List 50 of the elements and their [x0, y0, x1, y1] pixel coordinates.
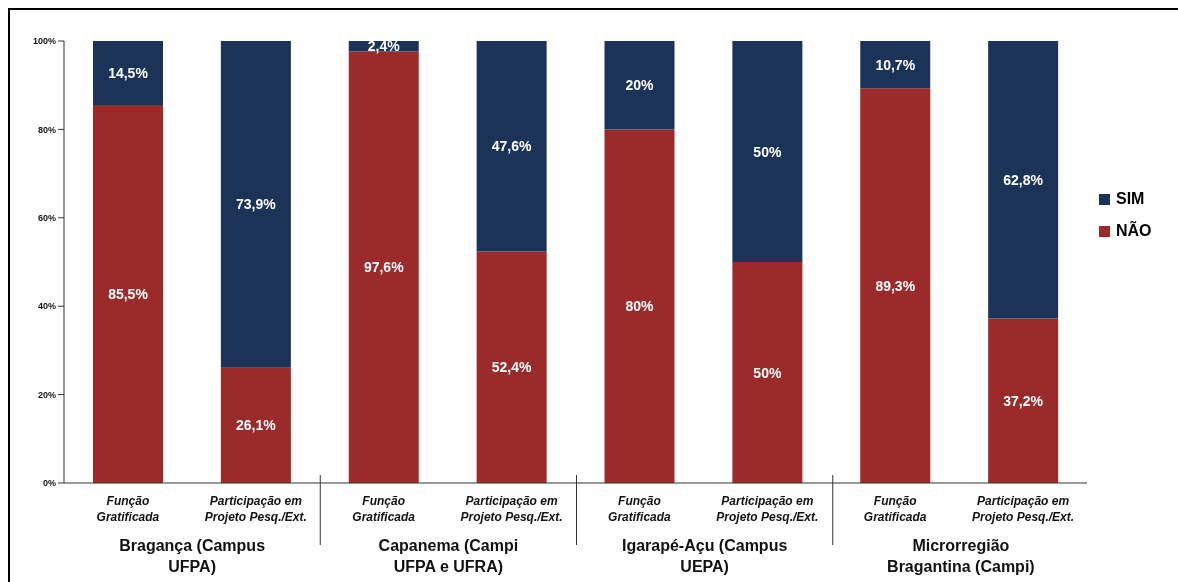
bar — [732, 262, 803, 483]
y-tick-label: 0% — [42, 478, 56, 489]
data-label: 52,4% — [491, 359, 533, 376]
bar — [604, 129, 675, 483]
data-label: 47,6% — [491, 138, 533, 155]
x-tick-label: Participação em Projeto Pesq./Ext. — [460, 494, 563, 524]
data-label: 85,5% — [108, 286, 149, 303]
bar — [93, 41, 163, 106]
text: Igarapé-Açu (Campus UEPA) — [621, 537, 788, 575]
x-tick-label: Função Gratificada — [352, 494, 416, 524]
data-label: 62,8% — [1003, 171, 1044, 188]
data-label: 26,1% — [236, 417, 277, 434]
bar — [732, 41, 803, 262]
y-tick-label: 100% — [32, 36, 56, 47]
bar — [988, 41, 1059, 319]
x-tick-label: Função Gratificada — [96, 494, 160, 524]
data-label: 50% — [753, 364, 782, 381]
text: Capanema (Campi UFPA e UFRA) — [378, 537, 519, 575]
y-tick-label: 80% — [37, 124, 56, 135]
bar — [476, 41, 547, 252]
bar — [476, 251, 547, 483]
bar — [220, 367, 291, 483]
bar — [220, 41, 291, 368]
legend-label: SIM — [1116, 190, 1145, 208]
y-tick-label: 20% — [37, 389, 56, 400]
data-label: 14,5% — [108, 65, 149, 82]
x-tick-label: Participação em Projeto Pesq./Ext. — [716, 494, 819, 524]
y-tick-label: 60% — [37, 213, 56, 223]
text: Bragança (Campus UFPA) — [119, 537, 266, 575]
x-tick-label: Participação em Projeto Pesq./Ext. — [204, 494, 307, 524]
bar — [860, 41, 931, 89]
x-tick-label: Função Gratificada — [608, 494, 672, 524]
data-label: 10,7% — [875, 56, 916, 73]
data-label: 80% — [625, 298, 655, 315]
data-label: 2,4% — [367, 38, 401, 55]
legend-label: NÃO — [1116, 222, 1152, 240]
y-tick-label: 40% — [37, 301, 56, 312]
bar — [988, 318, 1059, 483]
data-label: 50% — [753, 143, 782, 160]
bar — [93, 105, 163, 483]
bar — [860, 88, 931, 483]
data-label: 97,6% — [363, 259, 405, 276]
text: Microrregião Bragantina (Campi) — [887, 537, 1035, 575]
data-label: 20% — [625, 77, 655, 94]
x-tick-label: Participação em Projeto Pesq./Ext. — [972, 494, 1075, 524]
data-label: 37,2% — [1003, 392, 1044, 409]
bar — [604, 41, 675, 130]
x-tick-label: Função Gratificada — [863, 494, 927, 524]
data-label: 73,9% — [236, 196, 277, 213]
data-label: 89,3% — [875, 277, 916, 294]
